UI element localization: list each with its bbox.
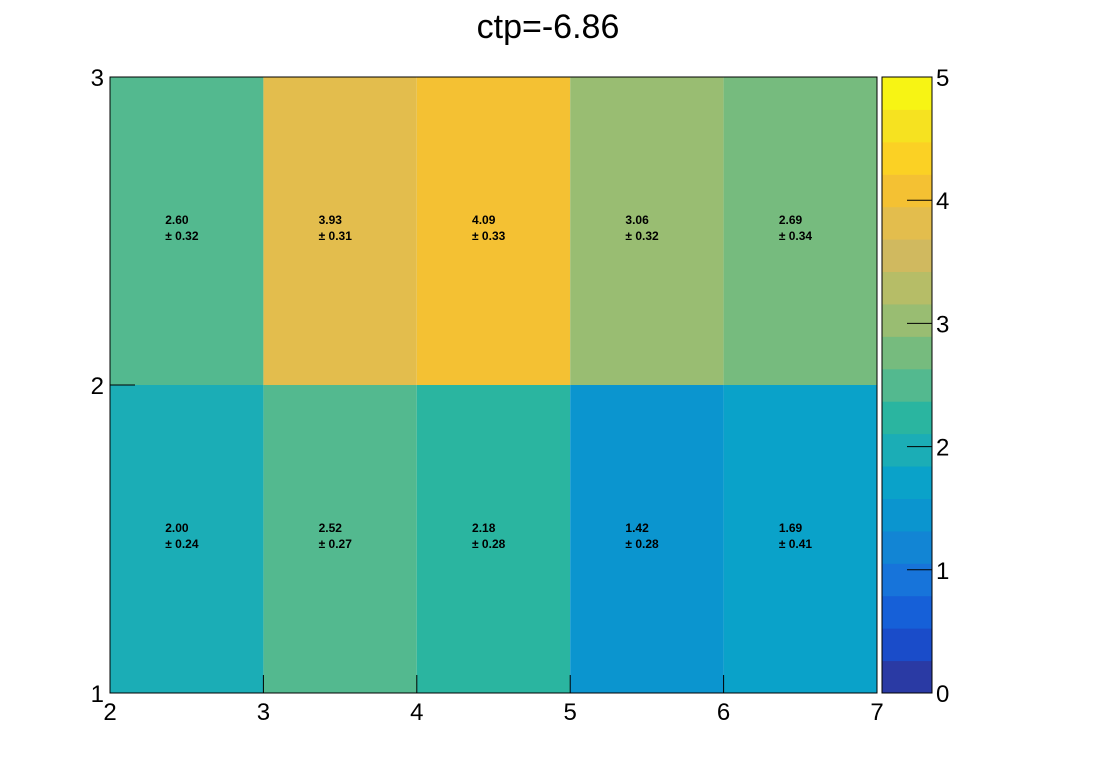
heatmap-cell [723,77,877,385]
cell-error-label: ± 0.41 [779,537,813,551]
x-tick-label: 6 [717,699,730,726]
heatmap-cell [416,77,571,385]
cell-error-label: ± 0.24 [165,537,199,551]
cell-value-label: 2.18 [472,521,496,535]
colorbar-band [882,141,932,175]
cell-value-label: 1.42 [625,521,649,535]
colorbar-band [882,109,932,143]
cell-error-label: ± 0.32 [165,229,199,243]
cell-value-label: 3.06 [625,213,649,227]
colorbar-band [882,336,932,370]
colorbar-tick-label: 2 [936,435,949,462]
colorbar-tick-label: 1 [936,558,949,585]
colorbar-band [882,239,932,273]
heatmap-cell [416,385,571,693]
colorbar-band [882,368,932,402]
x-tick-label: 7 [870,699,883,726]
cell-error-label: ± 0.34 [779,229,813,243]
cell-value-label: 4.09 [472,213,496,227]
heatmap-cell [570,77,724,385]
colorbar-band [882,174,932,208]
cell-value-label: 3.93 [319,213,343,227]
color-scale-bar: 0 1 2 3 4 5 [881,65,949,708]
cell-error-label: ± 0.31 [319,229,353,243]
cell-error-label: ± 0.33 [472,229,506,243]
colorbar-band [882,628,932,662]
x-tick-label: 3 [257,699,270,726]
cell-error-label: ± 0.28 [472,537,506,551]
colorbar-band [882,530,932,564]
heatmap-cell [110,77,264,385]
cell-error-label: ± 0.32 [625,229,659,243]
colorbar-band [882,595,932,629]
heatmap-cell [570,385,724,693]
colorbar-band [882,466,932,499]
colorbar-tick-label: 0 [936,681,949,708]
chart-title: ctp=-6.86 [477,8,620,46]
colorbar-band [882,401,932,435]
cell-labels: 2.00 ± 0.24 2.52 ± 0.27 2.18 ± 0.28 1.42 ± 0.28… [165,213,812,551]
heatmap-cell [723,385,877,693]
cell-value-label: 2.00 [165,521,189,535]
colorbar-tick-label: 4 [936,188,949,215]
cell-error-label: ± 0.27 [319,537,353,551]
colorbar-band [882,660,932,694]
cell-value-label: 2.60 [165,213,189,227]
heatmap-cells [110,77,877,693]
colorbar-band [882,433,932,467]
cell-value-label: 2.52 [319,521,343,535]
heatmap-cell [110,385,264,693]
x-tick-label: 2 [103,699,116,726]
y-tick-label: 1 [91,681,104,708]
y-tick-label: 2 [91,373,104,400]
cell-error-label: ± 0.28 [625,537,659,551]
y-tick-label: 3 [91,65,104,92]
colorbar-band [882,206,932,240]
cell-value-label: 1.69 [779,521,803,535]
x-tick-label: 4 [410,699,423,726]
colorbar-band [882,498,932,532]
colorbar-band [882,271,932,305]
heatmap-cell [263,77,417,385]
cell-value-label: 2.69 [779,213,803,227]
x-tick-label: 5 [564,699,577,726]
colorbar-tick-label: 3 [936,311,949,338]
colorbar-tick-label: 5 [936,65,949,92]
colorbar-band [882,303,932,337]
colorbar-band [882,563,932,597]
heatmap-cell [263,385,417,693]
colorbar-band [882,77,932,110]
